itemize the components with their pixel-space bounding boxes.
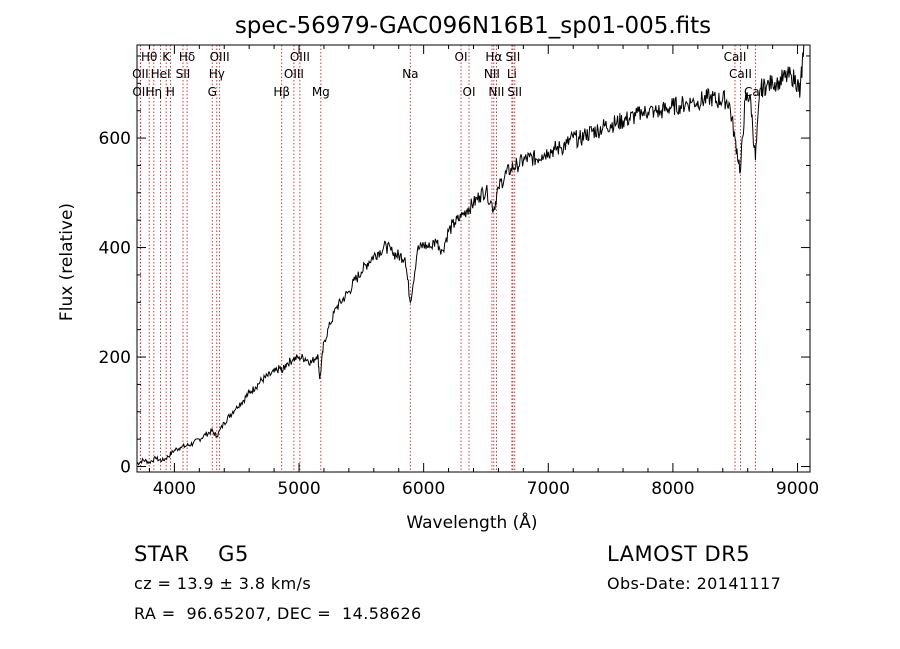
line-marker-label: Hα bbox=[485, 50, 502, 64]
line-marker-label: OIII bbox=[290, 50, 310, 64]
line-marker-label: Li bbox=[507, 67, 517, 81]
line-marker-label: NII bbox=[488, 85, 504, 99]
x-tick-label: 6000 bbox=[402, 479, 445, 499]
line-marker-label: Hθ bbox=[141, 50, 157, 64]
survey-name: LAMOST DR5 bbox=[607, 542, 751, 566]
line-marker-label: OI bbox=[463, 85, 476, 99]
x-tick-label: 5000 bbox=[277, 479, 320, 499]
y-tick-label: 200 bbox=[99, 348, 131, 368]
line-marker-label: NII bbox=[484, 67, 500, 81]
emission-line-labels: Hθ K Hδ OIII OIII OI Hα SII CaII OII HeI SII Hγ OIII N… bbox=[132, 50, 767, 99]
object-class: STAR G5 bbox=[134, 542, 249, 566]
line-marker-label: Mg bbox=[312, 85, 330, 99]
line-marker-label: Na bbox=[402, 67, 418, 81]
line-marker-label: CaII bbox=[729, 67, 752, 81]
x-axis-ticks: 4000 5000 6000 7000 8000 9000 bbox=[148, 45, 819, 499]
line-marker-label: K bbox=[162, 50, 171, 64]
y-axis-label: Flux (relative) bbox=[57, 203, 77, 321]
line-marker-label: Hη bbox=[146, 85, 163, 99]
x-tick-label: 4000 bbox=[153, 479, 196, 499]
line-marker-label: Hδ bbox=[179, 50, 195, 64]
line-marker-label: OII bbox=[132, 67, 149, 81]
line-marker-label: G bbox=[208, 85, 217, 99]
line-marker-label: CaII bbox=[724, 50, 747, 64]
line-marker-label: OII bbox=[132, 85, 149, 99]
x-tick-label: 9000 bbox=[776, 479, 819, 499]
line-marker-label: OIII bbox=[284, 67, 304, 81]
chart-title: spec-56979-GAC096N16B1_sp01-005.fits bbox=[235, 13, 711, 39]
x-tick-label: 7000 bbox=[527, 479, 570, 499]
y-tick-label: 600 bbox=[99, 129, 131, 149]
line-marker-label: SII bbox=[507, 85, 522, 99]
line-marker-label: Hγ bbox=[209, 67, 225, 81]
line-marker-label: OIII bbox=[210, 50, 230, 64]
line-marker-label: H bbox=[166, 85, 175, 99]
y-tick-label: 0 bbox=[120, 458, 131, 478]
line-marker-label: SII bbox=[506, 50, 521, 64]
obs-date: Obs-Date: 20141117 bbox=[607, 574, 782, 593]
y-tick-label: 400 bbox=[99, 239, 131, 259]
coordinates: RA = 96.65207, DEC = 14.58626 bbox=[134, 604, 422, 623]
x-tick-label: 8000 bbox=[651, 479, 694, 499]
spectrum-line bbox=[136, 44, 805, 466]
line-marker-label: Hβ bbox=[273, 85, 290, 99]
y-axis-ticks: 0 200 400 600 bbox=[99, 55, 810, 478]
x-axis-label: Wavelength (Å) bbox=[406, 511, 537, 533]
emission-line-markers bbox=[139, 45, 756, 472]
line-marker-label: OI bbox=[455, 50, 468, 64]
line-marker-label: SII bbox=[176, 67, 191, 81]
line-marker-label: HeI bbox=[151, 67, 171, 81]
redshift-line: cz = 13.9 ± 3.8 km/s bbox=[134, 574, 312, 593]
